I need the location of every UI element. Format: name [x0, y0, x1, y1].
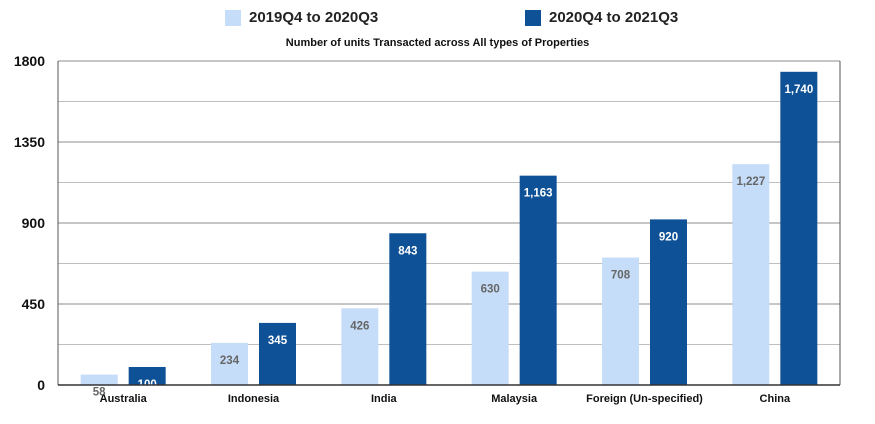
data-label: 1,740	[784, 84, 813, 96]
x-tick-label: Malaysia	[491, 393, 538, 405]
data-label: 58	[93, 387, 106, 399]
legend-label-series-2: 2020Q4 to 2021Q3	[549, 9, 679, 26]
data-label: 1,227	[736, 176, 765, 188]
data-label: 708	[611, 270, 631, 282]
y-tick-label: 0	[37, 377, 45, 393]
data-label: 630	[481, 284, 500, 296]
data-label: 843	[398, 245, 417, 257]
y-tick-label: 900	[22, 215, 46, 231]
legend-item-series-2: 2020Q4 to 2021Q3	[525, 9, 678, 26]
bar	[780, 71, 818, 386]
y-tick-label: 450	[22, 296, 46, 312]
x-tick-label: Australia	[100, 393, 148, 405]
legend-swatch-series-2	[525, 9, 541, 26]
legend: 2019Q4 to 2020Q3 2020Q4 to 2021Q3	[0, 9, 875, 31]
legend-item-series-1: 2019Q4 to 2020Q3	[225, 9, 378, 26]
bar	[259, 322, 296, 385]
x-tick-label: China	[760, 393, 791, 405]
legend-swatch-series-1	[225, 9, 241, 26]
bar	[602, 257, 639, 385]
x-tick-label: India	[371, 393, 398, 405]
x-tick-label: Indonesia	[228, 393, 280, 405]
y-tick-label: 1350	[14, 134, 45, 150]
data-label: 426	[350, 320, 369, 332]
bar	[650, 219, 687, 385]
bar	[389, 233, 427, 385]
bar	[80, 374, 118, 385]
chart-title: Number of units Transacted across All ty…	[285, 37, 590, 49]
bar	[732, 164, 770, 385]
bar	[519, 175, 557, 385]
y-tick-label: 1800	[14, 53, 45, 69]
data-label: 234	[220, 355, 240, 367]
data-label: 345	[268, 335, 288, 347]
bar	[471, 271, 509, 385]
x-tick-label: Foreign (Un-specified)	[586, 393, 703, 405]
bar	[341, 308, 379, 385]
legend-label-series-1: 2019Q4 to 2020Q3	[249, 9, 379, 26]
bar	[211, 342, 248, 385]
bar	[128, 367, 166, 385]
data-label: 1,163	[524, 188, 553, 200]
data-label: 920	[659, 231, 678, 243]
